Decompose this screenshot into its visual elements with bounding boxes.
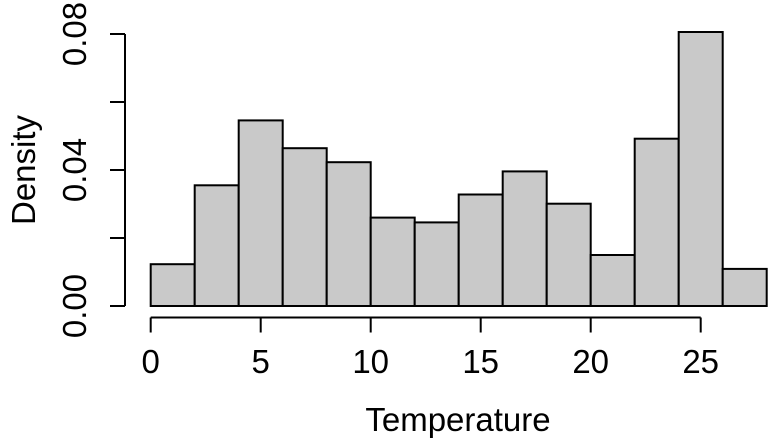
x-tick-label: 20 xyxy=(572,343,609,380)
x-tick-label: 5 xyxy=(252,343,270,380)
histogram-bar xyxy=(633,137,680,307)
histogram-bar xyxy=(721,267,768,307)
x-axis-title: Temperature xyxy=(365,401,550,438)
histogram-bar xyxy=(545,202,592,307)
x-tick-label: 10 xyxy=(352,343,389,380)
histogram-bar xyxy=(413,221,460,307)
histogram-bar xyxy=(677,31,724,307)
x-tick-label: 25 xyxy=(682,343,719,380)
axes-layer: 0.00 0.04 0.08 0 5 10 15 20 25 xyxy=(56,2,719,380)
histogram-bar xyxy=(369,216,416,308)
histogram-bar xyxy=(457,193,504,307)
histogram-bar xyxy=(193,184,240,307)
y-tick-label: 0.04 xyxy=(56,138,93,202)
histogram-bar xyxy=(149,263,196,308)
histogram-bar xyxy=(325,161,372,307)
bars-layer xyxy=(149,31,768,308)
histogram-bar xyxy=(589,254,636,307)
x-tick-label: 0 xyxy=(142,343,160,380)
histogram-bar xyxy=(281,147,328,307)
x-tick-label: 15 xyxy=(462,343,499,380)
y-axis-title: Density xyxy=(5,114,42,225)
histogram-bar xyxy=(501,170,548,307)
y-tick-label: 0.08 xyxy=(56,2,93,66)
y-tick-label: 0.00 xyxy=(56,274,93,338)
histogram-bar xyxy=(237,119,284,308)
